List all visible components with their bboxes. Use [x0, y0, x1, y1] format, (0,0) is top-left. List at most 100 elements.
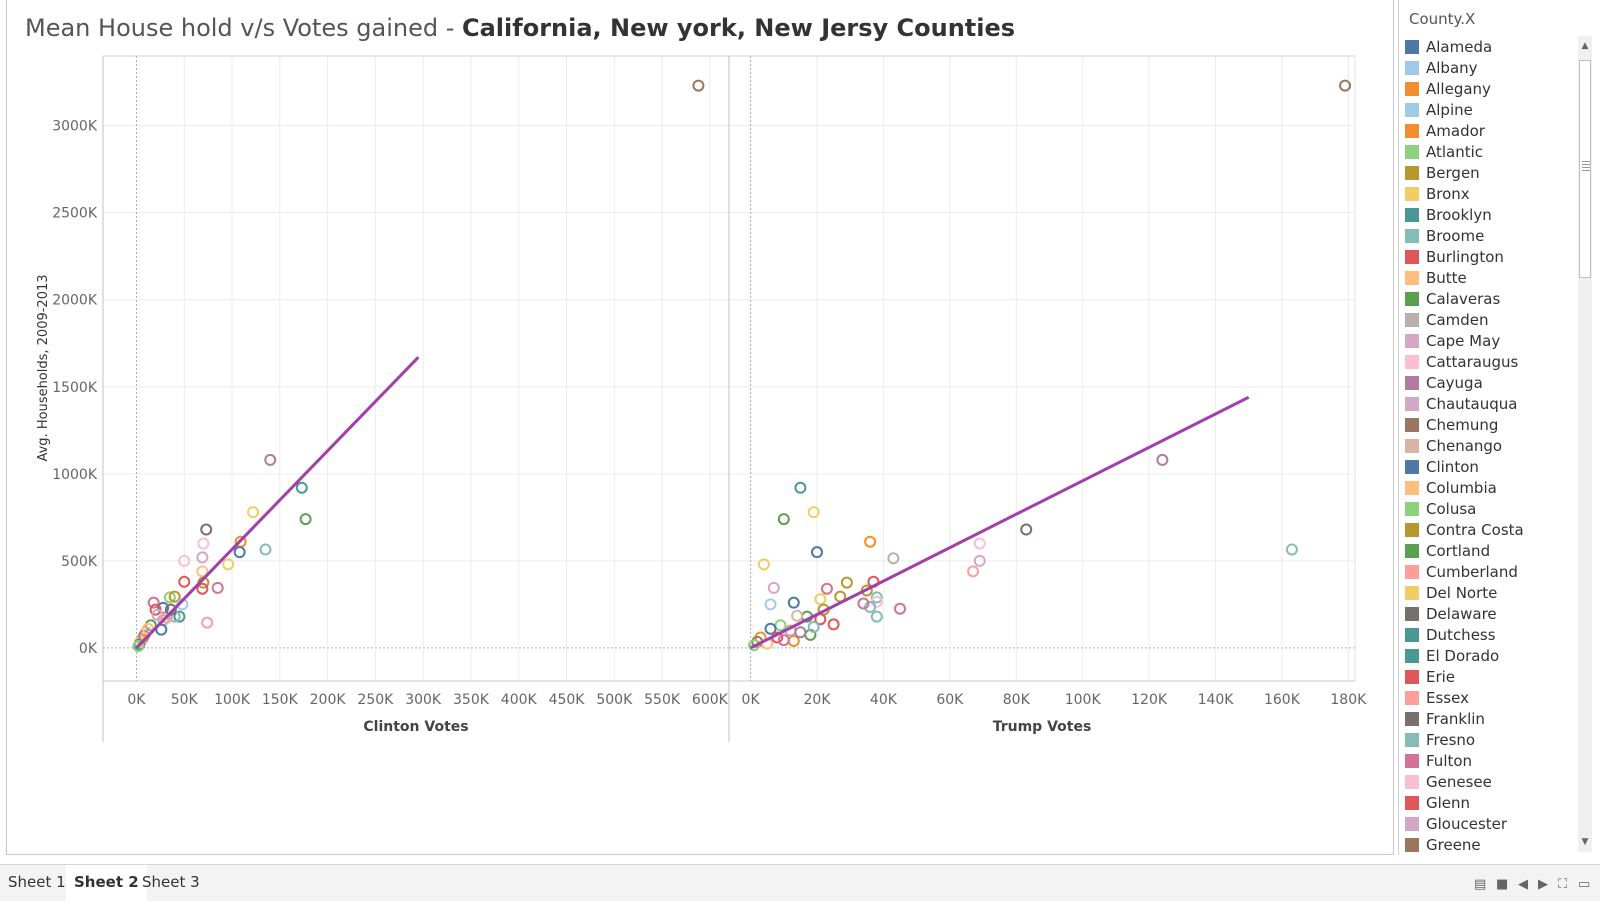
legend-list: Alameda Albany Allegany Alpine Amador Atlanti…	[1405, 36, 1573, 855]
data-point	[794, 626, 807, 639]
legend-item[interactable]: Allegany	[1405, 78, 1573, 99]
legend-item[interactable]: Greene	[1405, 834, 1573, 855]
trend-line	[749, 395, 1250, 650]
scroll-up-icon[interactable]: ▲	[1581, 41, 1589, 51]
legend-item[interactable]: Broome	[1405, 225, 1573, 246]
data-point	[196, 551, 209, 564]
legend-label: Chenango	[1426, 436, 1503, 455]
prev-icon[interactable]: ◀	[1518, 877, 1528, 892]
legend-item[interactable]: Del Norte	[1405, 582, 1573, 603]
legend-item[interactable]: Bergen	[1405, 162, 1573, 183]
legend-label: Contra Costa	[1426, 520, 1524, 539]
legend-item[interactable]: Cattaraugus	[1405, 351, 1573, 372]
x-tick-label: 100K	[214, 692, 251, 708]
legend-swatch	[1405, 165, 1419, 180]
legend-swatch	[1405, 459, 1419, 474]
y-tick-label: 2000K	[52, 293, 98, 309]
legend-swatch	[1405, 291, 1419, 306]
legend-item[interactable]: Genesee	[1405, 771, 1573, 792]
data-point	[1285, 543, 1298, 556]
legend-item[interactable]: Clinton	[1405, 456, 1573, 477]
legend-item[interactable]: Gloucester	[1405, 813, 1573, 834]
scatter-chart: 0K 500K 1000K 1500K 2000K 2500K 3000K Avg. Hous…	[36, 55, 1367, 742]
legend-item[interactable]: Chenango	[1405, 435, 1573, 456]
data-point	[222, 558, 235, 571]
legend-item[interactable]: Camden	[1405, 309, 1573, 330]
legend-item[interactable]: Cayuga	[1405, 372, 1573, 393]
legend-item[interactable]: Cumberland	[1405, 561, 1573, 582]
legend-item[interactable]: Brooklyn	[1405, 204, 1573, 225]
legend-item[interactable]: Fulton	[1405, 750, 1573, 771]
legend-item[interactable]: Calaveras	[1405, 288, 1573, 309]
legend-item[interactable]: Alpine	[1405, 99, 1573, 120]
legend-item[interactable]: Contra Costa	[1405, 519, 1573, 540]
y-axis-title: Avg. Households, 2009-2013	[36, 274, 51, 461]
legend-item[interactable]: Atlantic	[1405, 141, 1573, 162]
data-point	[820, 582, 833, 595]
legend-title: County.X	[1409, 10, 1476, 28]
legend-item[interactable]: Franklin	[1405, 708, 1573, 729]
x-tick-label: 180K	[1330, 692, 1367, 708]
legend-item[interactable]: Chemung	[1405, 414, 1573, 435]
data-point	[764, 622, 777, 635]
legend-label: Fulton	[1426, 751, 1473, 770]
legend-swatch	[1405, 123, 1419, 138]
legend-item[interactable]: Essex	[1405, 687, 1573, 708]
legend-scrollbar[interactable]: ▲ ▼	[1578, 36, 1592, 852]
title-subject: California, New york, New Jersy Counties	[462, 14, 1016, 42]
legend-item[interactable]: Erie	[1405, 666, 1573, 687]
tab-sheet-1[interactable]: Sheet 1	[8, 873, 66, 891]
color-legend[interactable]: County.X Alameda Albany Allegany Alpine Amad…	[1398, 0, 1600, 855]
legend-item[interactable]: Colusa	[1405, 498, 1573, 519]
legend-label: Atlantic	[1426, 142, 1484, 161]
legend-label: Amador	[1426, 121, 1485, 140]
legend-swatch	[1405, 669, 1419, 684]
legend-swatch	[1405, 795, 1419, 810]
data-point	[967, 565, 980, 578]
tab-sheet-2[interactable]: Sheet 2	[66, 865, 147, 901]
present-icon[interactable]: ▭	[1578, 877, 1591, 892]
legend-item[interactable]: Amador	[1405, 120, 1573, 141]
legend-item[interactable]: Delaware	[1405, 603, 1573, 624]
legend-item[interactable]: El Dorado	[1405, 645, 1573, 666]
legend-item[interactable]: Burlington	[1405, 246, 1573, 267]
legend-item[interactable]: Cortland	[1405, 540, 1573, 561]
legend-item[interactable]: Cape May	[1405, 330, 1573, 351]
worksheet-area: Mean House hold v/s Votes gained - Calif…	[6, 0, 1394, 855]
legend-swatch	[1405, 249, 1419, 264]
fullscreen-icon[interactable]: ⛶	[1558, 877, 1568, 892]
y-tick-label: 500K	[61, 554, 98, 570]
data-point	[767, 581, 780, 594]
data-point	[141, 622, 154, 635]
legend-item[interactable]: Fresno	[1405, 729, 1573, 750]
legend-item[interactable]: Alameda	[1405, 36, 1573, 57]
legend-swatch	[1405, 102, 1419, 117]
grid-view-icon[interactable]: ▤	[1474, 877, 1487, 892]
legend-item[interactable]: Albany	[1405, 57, 1573, 78]
tab-sheet-3[interactable]: Sheet 3	[142, 873, 200, 891]
data-point	[807, 621, 820, 634]
data-point	[163, 591, 176, 604]
legend-label: Butte	[1426, 268, 1467, 287]
legend-item[interactable]: Butte	[1405, 267, 1573, 288]
scroll-down-icon[interactable]: ▼	[1581, 837, 1589, 847]
data-point	[973, 554, 986, 567]
legend-label: Alpine	[1426, 100, 1473, 119]
chart-title: Mean House hold v/s Votes gained - Calif…	[25, 14, 1015, 42]
scroll-thumb[interactable]	[1579, 60, 1591, 278]
x-tick-label: 500K	[596, 692, 633, 708]
legend-item[interactable]: Glenn	[1405, 792, 1573, 813]
legend-label: Glenn	[1426, 793, 1471, 812]
legend-label: Colusa	[1426, 499, 1477, 518]
legend-item[interactable]: Bronx	[1405, 183, 1573, 204]
next-icon[interactable]: ▶	[1538, 877, 1548, 892]
legend-item[interactable]: Chautauqua	[1405, 393, 1573, 414]
data-point	[870, 610, 883, 623]
legend-swatch	[1405, 438, 1419, 453]
legend-swatch	[1405, 396, 1419, 411]
legend-item[interactable]: Dutchess	[1405, 624, 1573, 645]
legend-item[interactable]: Columbia	[1405, 477, 1573, 498]
data-point	[692, 79, 705, 92]
stop-icon[interactable]: ■	[1496, 877, 1509, 892]
x-tick-label: 0K	[127, 692, 146, 708]
